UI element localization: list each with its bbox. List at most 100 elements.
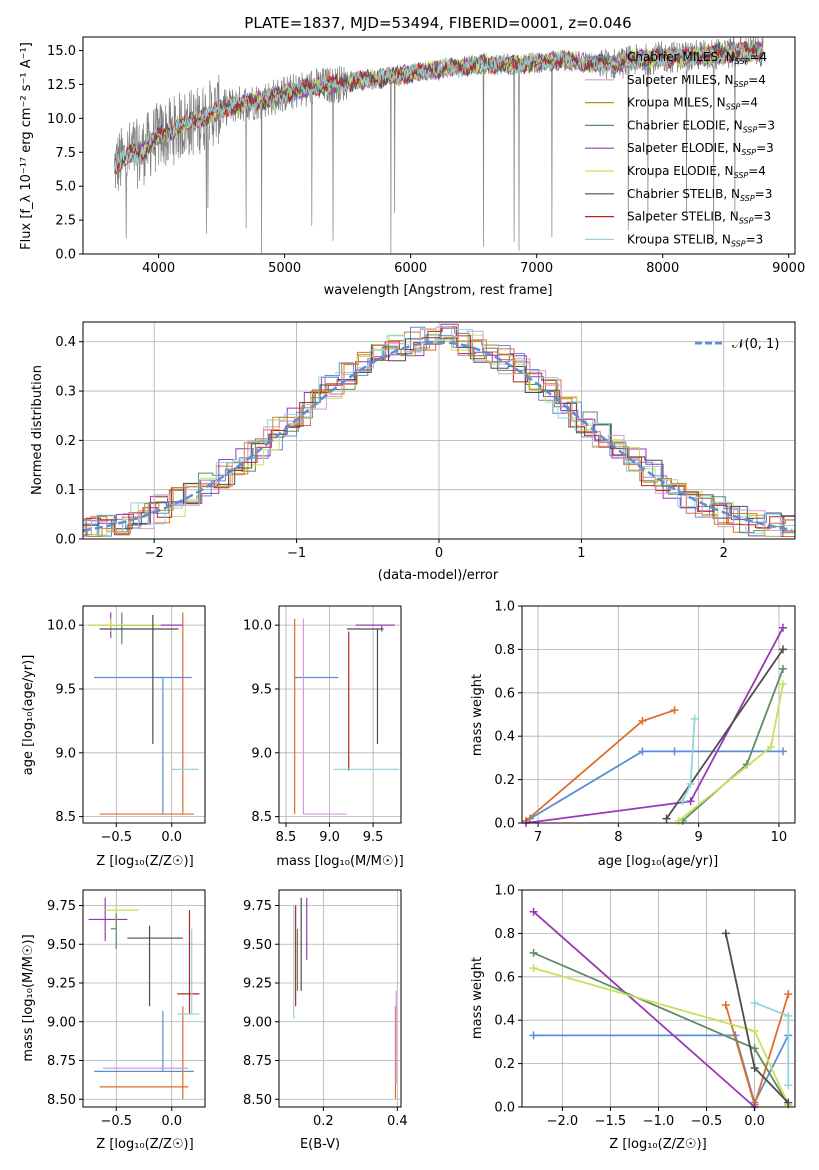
- x-tick-label: 1: [577, 546, 585, 561]
- y-tick-label: 12.5: [47, 78, 76, 93]
- legend-entry: Chabrier ELODIE, NSSP=3: [627, 118, 775, 134]
- massZ-ylabel: mass [log₁₀(M/M☉)]: [21, 934, 36, 1061]
- errorbar-point: [302, 618, 347, 815]
- x-tick-label: 8.5: [276, 830, 297, 845]
- series-marker: [750, 1044, 759, 1053]
- x-tick-label: 9.5: [363, 830, 384, 845]
- series-line: [532, 911, 756, 1108]
- weight-vs-metallicity-panel: −2.0 −1.5 −1.0 −0.5 0.0 0.0 0.2 0.4 0.6 0.8 1.0 Z …: [470, 884, 796, 1152]
- x-tick-label: 0.4: [387, 1114, 408, 1129]
- y-tick-label: 0.0: [55, 533, 76, 548]
- series-marker: [690, 714, 699, 723]
- y-tick-label: 8.50: [47, 1093, 76, 1108]
- series-marker: [778, 664, 787, 673]
- residuals-xlabel: (data-model)/error: [378, 568, 499, 583]
- wZ-ylabel: mass weight: [470, 957, 485, 1039]
- weight-series: [721, 929, 793, 1107]
- y-tick-label: 0.2: [55, 434, 76, 449]
- y-tick-label: 0.6: [494, 970, 515, 985]
- series-marker: [766, 743, 775, 752]
- weight-series: [678, 714, 699, 806]
- errorbar-point: [110, 913, 117, 949]
- series-marker: [670, 706, 679, 715]
- x-tick-label: −0.5: [100, 830, 132, 845]
- x-tick-label: 8000: [646, 261, 679, 276]
- series-marker: [721, 929, 730, 938]
- y-tick-label: 0.4: [494, 1014, 515, 1029]
- y-tick-label: 0.0: [494, 817, 515, 832]
- residuals-panel: −2 −1 0 1 2 0.0 0.1 0.2 0.3 0.4 (data-model)/erro…: [30, 321, 796, 583]
- y-tick-label: 0.4: [55, 335, 76, 350]
- series-marker: [750, 1027, 759, 1036]
- y-tick-label: 8.5: [55, 810, 76, 825]
- x-tick-label: 7000: [520, 261, 553, 276]
- axes-frame: [521, 605, 796, 824]
- series-marker: [784, 1098, 793, 1107]
- residual-histogram: [83, 336, 795, 537]
- errorbar-point: [99, 612, 194, 815]
- errorbar-point: [177, 910, 200, 1014]
- legend-entry: Salpeter ELODIE, NSSP=3: [627, 141, 774, 157]
- axes-frame: [82, 889, 206, 1108]
- wAge-ylabel: mass weight: [470, 674, 485, 756]
- series-marker: [778, 623, 787, 632]
- model-spectrum-line: [114, 42, 764, 171]
- observed-spectrum: [114, 37, 764, 254]
- x-tick-label: 6000: [394, 261, 427, 276]
- y-tick-label: 8.50: [243, 1093, 272, 1108]
- legend-entry: Kroupa MILES, NSSP=4: [627, 96, 758, 112]
- residual-histogram: [83, 327, 795, 537]
- series-marker: [778, 645, 787, 654]
- y-tick-label: 0.1: [55, 483, 76, 498]
- series-marker: [529, 1031, 538, 1040]
- gaussian-legend-label: 𝒩(0, 1): [732, 337, 779, 352]
- errorbar-point: [88, 897, 128, 942]
- residual-histograms: [83, 323, 795, 537]
- series-marker: [721, 1001, 730, 1010]
- y-tick-label: 0.8: [494, 927, 515, 942]
- weight-series: [526, 747, 787, 823]
- legend-entry: Chabrier STELIB, NSSP=3: [627, 187, 772, 203]
- series-marker: [529, 907, 538, 916]
- residuals-ylabel: Normed distribution: [30, 365, 45, 495]
- errorbar-point: [177, 928, 200, 1015]
- y-tick-label: 8.5: [251, 810, 272, 825]
- model-spectrum-line: [114, 40, 764, 171]
- y-tick-label: 9.75: [243, 899, 272, 914]
- series-marker: [638, 747, 647, 756]
- legend-entry: Salpeter STELIB, NSSP=3: [627, 210, 771, 226]
- age-vs-mass-panel: 8.5 9.0 9.5 8.5 9.0 9.5 10.0 mass [log₁₀(M/M☉)…: [243, 605, 404, 869]
- grid-lines: [279, 606, 401, 823]
- y-tick-label: 0.3: [55, 385, 76, 400]
- y-tick-label: 2.5: [55, 214, 76, 229]
- age-vs-metallicity-panel: −0.5 0.0 8.5 9.0 9.5 10.0 Z [log₁₀(Z/Z☉)] age…: [21, 605, 206, 869]
- errorbar-point: [94, 1010, 194, 1072]
- y-tick-label: 9.00: [243, 1015, 272, 1030]
- ageZ-ylabel: age [log₁₀(age/yr)]: [21, 655, 36, 776]
- series-marker: [686, 797, 695, 806]
- errorbar-point: [346, 628, 384, 744]
- wAge-xlabel: age [log₁₀(age/yr)]: [598, 854, 719, 869]
- series-marker: [529, 948, 538, 957]
- y-tick-label: 9.00: [47, 1015, 76, 1030]
- x-tick-label: −1.5: [595, 1114, 627, 1129]
- errorbar-point: [355, 624, 395, 632]
- series-marker: [778, 680, 787, 689]
- y-tick-label: 5.0: [55, 180, 76, 195]
- x-tick-label: 0.2: [313, 1114, 334, 1129]
- series-marker: [662, 814, 671, 823]
- y-tick-label: 10.0: [47, 112, 76, 127]
- ageM-xlabel: mass [log₁₀(M/M☉)]: [276, 854, 403, 869]
- y-tick-label: 9.5: [55, 682, 76, 697]
- y-tick-label: 9.75: [47, 899, 76, 914]
- grid-lines: [279, 890, 401, 1107]
- ageZ-xlabel: Z [log₁₀(Z/Z☉)]: [96, 854, 193, 869]
- series-marker: [784, 1011, 793, 1020]
- y-tick-label: 1.0: [494, 884, 515, 899]
- spectrum-xlabel: wavelength [Angstrom, rest frame]: [324, 283, 553, 298]
- x-tick-label: −1.0: [643, 1114, 675, 1129]
- weight-vs-age-panel: 7 8 9 10 0.0 0.2 0.4 0.6 0.8 1.0 age [log₁₀(age/y…: [470, 600, 796, 869]
- x-tick-label: 5000: [268, 261, 301, 276]
- legend-entry: Salpeter MILES, NSSP=4: [627, 73, 766, 89]
